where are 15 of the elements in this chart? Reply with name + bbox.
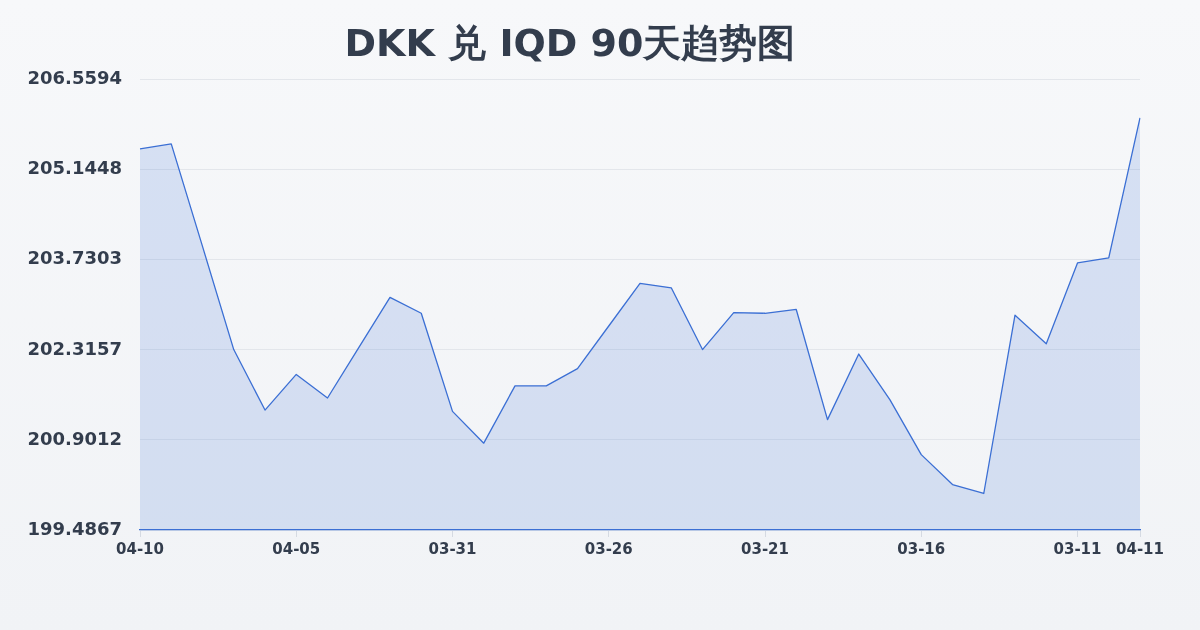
x-tick-label: 03-21 bbox=[741, 539, 789, 558]
x-tick-label: 03-26 bbox=[584, 539, 633, 558]
y-tick-label: 206.5594 bbox=[27, 67, 122, 89]
y-tick-label: 200.9012 bbox=[27, 427, 122, 449]
y-tick-label: 199.4867 bbox=[27, 517, 122, 539]
x-tick-label: 03-31 bbox=[428, 539, 477, 558]
y-tick-label: 205.1448 bbox=[27, 157, 122, 179]
x-tick-label: 04-10 bbox=[116, 539, 164, 558]
chart-title: DKK 兑 IQD 90天趋势图 bbox=[344, 20, 796, 65]
y-tick-label: 203.7303 bbox=[27, 247, 122, 269]
x-tick-label: 04-05 bbox=[272, 539, 321, 558]
x-tick-label: 03-11 bbox=[1053, 539, 1102, 558]
x-tick-label: 03-16 bbox=[897, 539, 946, 558]
x-tick-label: 04-11 bbox=[1116, 539, 1164, 558]
y-tick-label: 202.3157 bbox=[27, 337, 122, 359]
